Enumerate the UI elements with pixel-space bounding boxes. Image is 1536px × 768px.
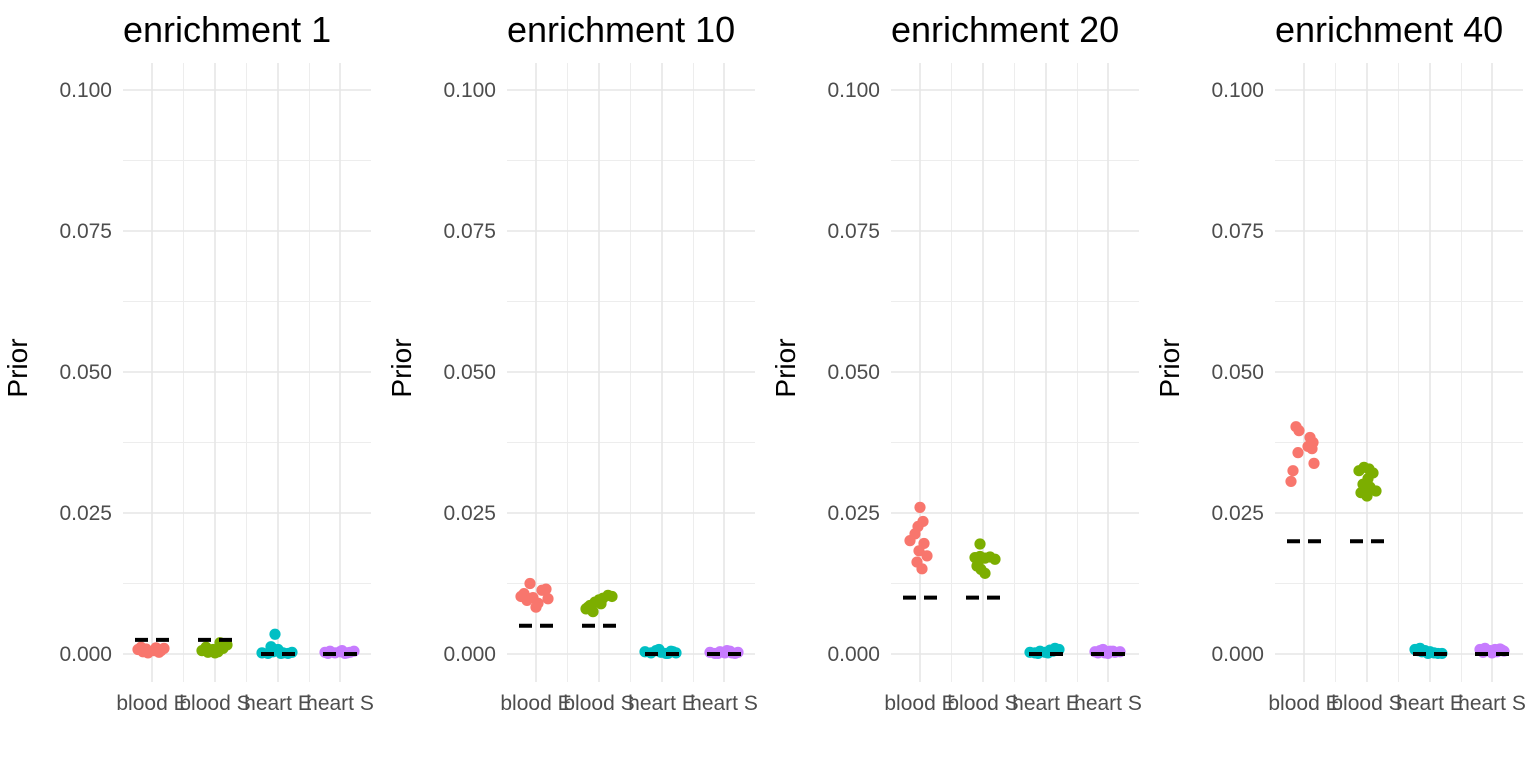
jitter-point-blood-E [904,535,916,547]
jitter-point-blood-S [209,647,221,659]
x-tick-label: blood E [884,692,955,715]
jitter-point-blood-E [515,590,527,603]
jitter-point-heart-E [265,641,277,653]
jitter-point-blood-E [540,583,552,595]
panel-title: enrichment 10 [507,9,735,50]
jitter-point-blood-S [1370,485,1382,497]
y-tick-label: 0.050 [59,361,112,384]
subplot-enrichment-40: enrichment 40 Prior 0.100 0.075 0.050 0.025 0.… [1154,9,1526,715]
jitter-point-blood-E [1285,475,1297,488]
y-tick-label: 0.050 [1211,361,1264,384]
jitter-point-blood-S [974,538,986,550]
jitter-point-blood-S [606,590,618,603]
jitter-point-blood-S [972,557,984,569]
jitter-point-blood-S [979,567,991,579]
panel-title: enrichment 20 [891,9,1119,50]
jitter-point-blood-E [524,577,536,590]
jitter-point-blood-E [916,563,928,575]
y-tick-label: 0.100 [827,79,880,102]
jitter-point-blood-E [913,545,925,557]
jitter-point-heart-E [269,628,281,640]
panel-title: enrichment 1 [123,9,331,50]
y-tick-label: 0.000 [827,643,880,666]
y-axis-title: Prior [770,338,801,397]
y-tick-label: 0.000 [443,643,496,666]
jitter-point-blood-E [155,645,167,657]
jitter-point-heart-E [1422,647,1434,660]
x-tick-label: blood E [116,692,187,715]
jitter-point-blood-E [1292,447,1304,459]
y-tick-label: 0.000 [59,643,112,666]
jitter-point-blood-S [582,601,594,613]
x-tick-label: heart E [628,692,696,715]
y-tick-label: 0.050 [443,361,496,384]
x-tick-label: heart S [1458,692,1526,715]
jitter-point-blood-E [1308,457,1320,469]
y-axis-title: Prior [386,338,417,397]
y-tick-label: 0.075 [59,220,112,243]
jitter-point-blood-E [530,601,542,613]
jitter-point-blood-S [200,641,212,653]
y-tick-label: 0.100 [1211,79,1264,102]
panel-title: enrichment 40 [1275,9,1503,50]
x-tick-label: blood S [947,692,1018,715]
y-tick-label: 0.025 [59,502,112,525]
y-tick-label: 0.025 [443,502,496,525]
subplot-enrichment-10: enrichment 10 Prior 0.100 0.075 0.050 0.025 0.… [386,9,758,715]
x-tick-label: blood S [563,692,634,715]
jitter-point-blood-E [914,501,926,513]
jitter-point-blood-E [140,643,152,655]
subplot-enrichment-1: enrichment 1 Prior 0.100 0.075 0.050 0.025 0.0… [2,9,374,715]
y-tick-label: 0.025 [1211,502,1264,525]
y-tick-label: 0.075 [443,220,496,243]
x-tick-label: heart S [306,692,374,715]
jitter-point-blood-E [542,593,554,605]
y-axis-title: Prior [1154,338,1185,397]
jitter-point-blood-E [921,550,933,562]
y-tick-label: 0.100 [443,79,496,102]
x-tick-label: heart E [1396,692,1464,715]
x-tick-label: heart S [1074,692,1142,715]
jitter-point-blood-E [1302,440,1314,453]
jitter-point-blood-E [1287,465,1299,477]
x-tick-label: blood S [179,692,250,715]
y-tick-label: 0.100 [59,79,112,102]
x-tick-label: heart S [690,692,758,715]
jitter-point-heart-E [275,647,287,660]
subplot-enrichment-20: enrichment 20 Prior 0.100 0.075 0.050 0.025 0.… [770,9,1142,715]
jitter-point-blood-S [1361,490,1373,502]
x-tick-label: blood E [500,692,571,715]
y-tick-label: 0.000 [1211,643,1264,666]
y-tick-label: 0.025 [827,502,880,525]
y-axis-title: Prior [2,338,33,397]
y-tick-label: 0.075 [1211,220,1264,243]
x-tick-label: blood E [1268,692,1339,715]
x-tick-label: blood S [1331,692,1402,715]
jitter-point-blood-S [595,598,607,610]
y-tick-label: 0.050 [827,361,880,384]
x-tick-label: heart E [1012,692,1080,715]
y-tick-label: 0.075 [827,220,880,243]
x-tick-label: heart E [244,692,312,715]
jitter-point-blood-S [989,553,1001,565]
jitter-point-blood-E [1293,425,1305,437]
